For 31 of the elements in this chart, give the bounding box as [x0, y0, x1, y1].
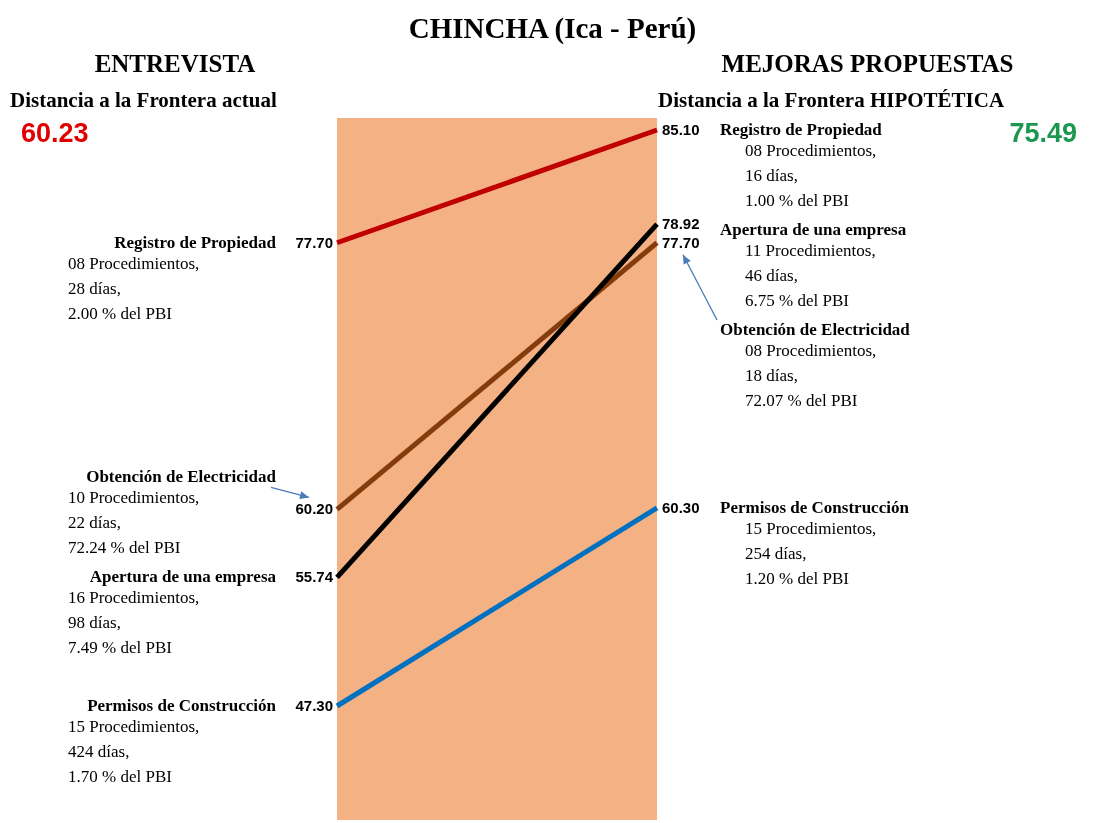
- text: Registro de Propiedad: [720, 120, 882, 139]
- text: 15 Procedimientos, 424 días, 1.70 % del PBI: [68, 717, 200, 786]
- data-label: 77.70: [295, 233, 333, 251]
- text: Distancia a la Frontera HIPOTÉTICA: [658, 88, 1005, 113]
- annotation: 08 Procedimientos, 16 días, 1.00 % del PBI: [745, 141, 877, 210]
- text: MEJORAS PROPUESTAS: [720, 50, 1015, 78]
- data-label: 60.20: [295, 500, 333, 518]
- text: Permisos de Construcción: [87, 696, 277, 715]
- annotation: 11 Procedimientos, 46 días, 6.75 % del PBI: [745, 241, 876, 310]
- text: 60.23: [21, 118, 89, 149]
- annotation: 08 Procedimientos, 28 días, 2.00 % del PBI: [68, 253, 200, 323]
- data-label: 78.92: [662, 215, 700, 233]
- annotation: 15 Procedimientos, 254 días, 1.20 % del PBI: [745, 518, 877, 588]
- annotation: 10 Procedimientos, 22 días, 72.24 % del PBI: [68, 488, 200, 558]
- text: ENTREVISTA: [93, 50, 257, 78]
- data-label: 85.10: [662, 121, 700, 138]
- text: Obtención de Electricidad: [720, 320, 910, 339]
- annotation: 16 Procedimientos, 98 días, 7.49 % del PBI: [68, 588, 200, 658]
- text: Apertura de una empresa: [720, 220, 907, 239]
- data-label: 77.70: [662, 233, 700, 251]
- chart-title: CHINCHA (Ica - Perú): [407, 12, 698, 45]
- text: Apertura de una empresa: [89, 567, 277, 587]
- data-label: 55.74: [295, 568, 334, 586]
- text: Permisos de Construcción: [720, 497, 909, 517]
- text: Distancia a la Frontera actual: [10, 88, 277, 113]
- annotation: 08 Procedimientos, 18 días, 72.07 % del PBI: [745, 341, 877, 410]
- text: Obtención de Electricidad: [86, 467, 277, 487]
- text: 75.49: [1009, 118, 1077, 149]
- text: Registro de Propiedad: [114, 232, 277, 252]
- data-label: 47.30: [295, 697, 333, 714]
- data-label: 60.30: [662, 498, 700, 516]
